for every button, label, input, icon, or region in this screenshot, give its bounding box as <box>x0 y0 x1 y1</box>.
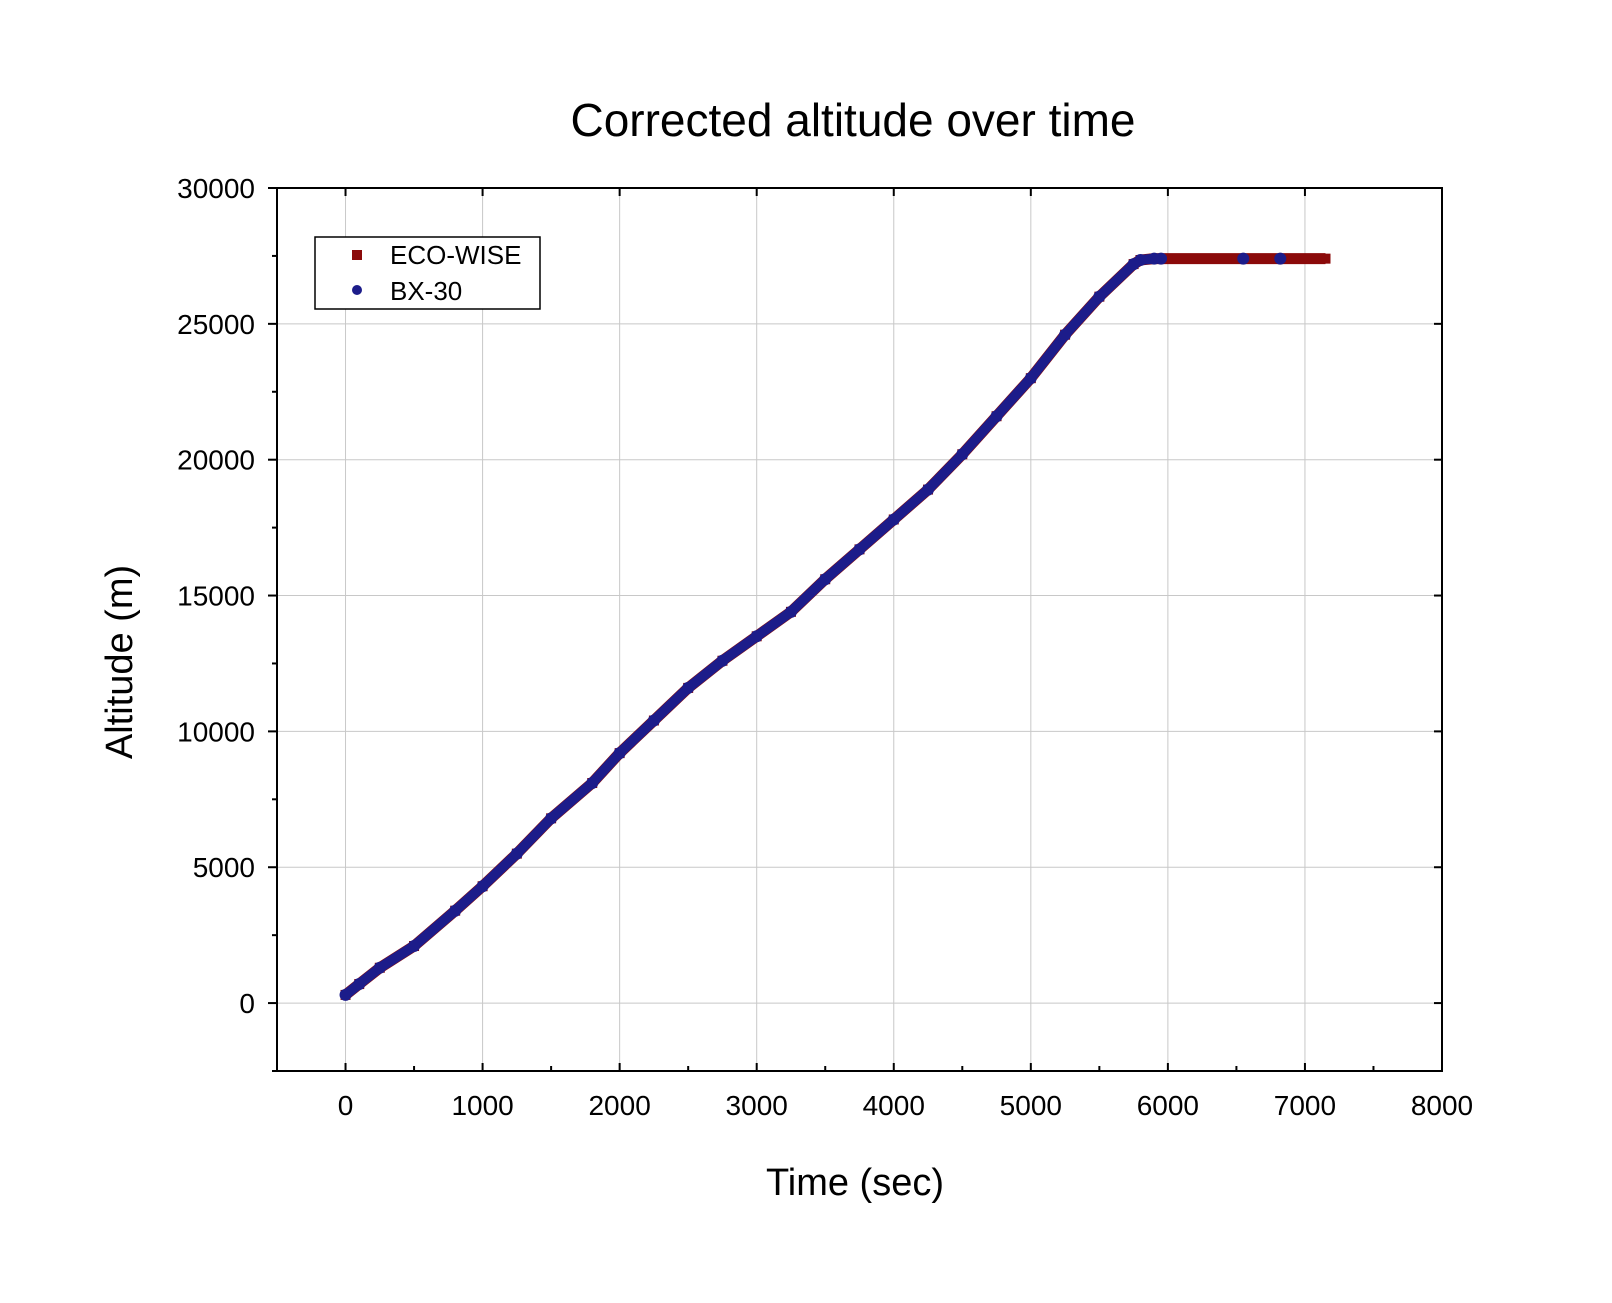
data-point-bx-30 <box>1093 290 1106 303</box>
data-point-bx-30 <box>990 410 1003 423</box>
x-tick-label: 5000 <box>1000 1090 1062 1121</box>
legend-marker-bx-30 <box>352 285 362 295</box>
data-point-eco-wise <box>1320 253 1331 264</box>
data-point-bx-30 <box>1274 252 1287 265</box>
data-point-bx-30 <box>613 747 626 760</box>
data-point-bx-30 <box>476 880 489 893</box>
x-tick-label: 6000 <box>1137 1090 1199 1121</box>
y-tick-label: 0 <box>239 988 255 1019</box>
data-point-bx-30 <box>1024 372 1037 385</box>
axis-ticks: 0 1000 2000 3000 4000 5000 6000 7000 8000 0 5000 10… <box>177 173 1473 1121</box>
legend-marker-eco-wise <box>352 250 362 260</box>
legend: ECO-WISE BX-30 <box>314 236 541 310</box>
data-point-bx-30 <box>1155 252 1168 265</box>
data-point-bx-30 <box>853 543 866 556</box>
data-point-eco-wise <box>1299 253 1310 264</box>
data-point-bx-30 <box>1134 253 1147 266</box>
y-tick-label: 25000 <box>177 309 255 340</box>
data-point-bx-30 <box>449 904 462 917</box>
x-tick-label: 8000 <box>1411 1090 1473 1121</box>
legend-label-eco-wise: ECO-WISE <box>390 240 521 270</box>
data-point-bx-30 <box>545 812 558 825</box>
data-point-bx-30 <box>339 988 352 1001</box>
x-tick-label: 1000 <box>451 1090 513 1121</box>
x-axis-label: Time (sec) <box>766 1162 944 1204</box>
data-point-bx-30 <box>1237 252 1250 265</box>
data-point-bx-30 <box>510 847 523 860</box>
data-point-bx-30 <box>784 605 797 618</box>
series-eco-wise <box>340 253 1331 1000</box>
data-point-bx-30 <box>819 573 832 586</box>
data-point-bx-30 <box>353 978 366 991</box>
legend-box <box>314 236 541 310</box>
x-tick-label: 2000 <box>588 1090 650 1121</box>
y-tick-label: 20000 <box>177 445 255 476</box>
data-point-bx-30 <box>682 681 695 694</box>
x-tick-label: 3000 <box>726 1090 788 1121</box>
y-tick-label: 5000 <box>193 852 255 883</box>
data-point-bx-30 <box>922 483 935 496</box>
x-tick-label: 0 <box>338 1090 354 1121</box>
x-tick-label: 4000 <box>863 1090 925 1121</box>
data-point-bx-30 <box>408 940 421 953</box>
data-point-bx-30 <box>887 513 900 526</box>
y-tick-label: 30000 <box>177 173 255 204</box>
data-point-bx-30 <box>1059 328 1072 341</box>
legend-label-bx-30: BX-30 <box>390 276 462 306</box>
axes-frame <box>276 187 1443 1072</box>
x-tick-label: 7000 <box>1274 1090 1336 1121</box>
plot-area <box>339 252 1331 1001</box>
series-line-bx-30 <box>342 253 1161 999</box>
y-tick-label: 15000 <box>177 581 255 612</box>
y-tick-label: 10000 <box>177 716 255 747</box>
data-point-eco-wise <box>1197 253 1208 264</box>
data-point-eco-wise <box>1265 253 1276 264</box>
series-bx-30 <box>339 252 1287 1001</box>
chart-title: Corrected altitude over time <box>570 94 1135 146</box>
data-point-bx-30 <box>373 961 386 974</box>
grid-lines <box>277 188 1442 1071</box>
data-point-bx-30 <box>956 448 969 461</box>
data-point-bx-30 <box>647 714 660 727</box>
data-point-eco-wise <box>1162 253 1173 264</box>
y-axis-label: Altitude (m) <box>99 565 141 759</box>
data-point-bx-30 <box>586 777 599 790</box>
data-point-bx-30 <box>716 654 729 667</box>
series-line-eco-wise <box>342 253 1326 1000</box>
data-point-eco-wise <box>1231 253 1242 264</box>
data-point-bx-30 <box>750 630 763 643</box>
